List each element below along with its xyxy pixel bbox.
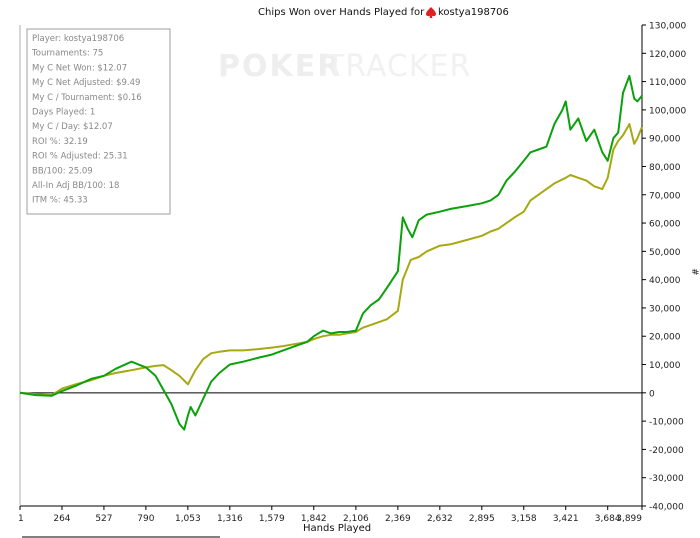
stats-box: [26, 28, 171, 215]
x-axis-ticks: 1 264 527 790 1,053 1,316 1,579 1,842 2,106 2,369…: [18, 506, 643, 524]
stat-line: My C Net Adjusted: $9.49: [32, 78, 140, 88]
pokertracker-watermark: POKER TRACKER: [218, 49, 471, 84]
y-tick-label: -30,000: [649, 474, 684, 484]
y-tick-label: 120,000: [649, 50, 686, 60]
x-tick-label: 3,684: [595, 514, 621, 524]
y-tick-label: 20,000: [649, 333, 681, 343]
stat-line: ROI %: 32.19: [32, 137, 88, 147]
y-tick-label: 40,000: [649, 276, 681, 286]
x-tick-label: 2,369: [385, 514, 411, 524]
player-name: kostya198706: [438, 7, 509, 18]
y-tick-label: 130,000: [649, 22, 686, 32]
x-tick-label: 790: [137, 514, 154, 524]
svg-text:POKER: POKER: [218, 49, 342, 84]
stat-line: Player: kostya198706: [32, 34, 124, 44]
y-tick-label: -40,000: [649, 503, 684, 513]
stat-line: Tournaments: 75: [31, 49, 103, 59]
stats-list: Player: kostya198706 Tournaments: 75 My C …: [31, 34, 142, 206]
x-tick-label: 1,053: [175, 514, 201, 524]
x-tick-label: 527: [95, 514, 112, 524]
x-tick-label: 2,895: [469, 514, 495, 524]
x-tick-label: 2,106: [343, 514, 369, 524]
y-tick-label: 50,000: [649, 248, 681, 258]
x-tick-label: 1,579: [259, 514, 285, 524]
x-tick-label: 1,842: [301, 514, 327, 524]
y-tick-label: 80,000: [649, 163, 681, 173]
series-layer: [19, 74, 643, 431]
chart-title: Chips Won over Hands Played for: [258, 7, 425, 18]
x-tick-label: 3,158: [511, 514, 537, 524]
y-axis-ticks: -40,000 -30,000 -20,000 -10,000 0 10,000 20,00…: [642, 22, 686, 513]
y-tick-label: -20,000: [649, 446, 684, 456]
y-tick-label: 90,000: [649, 135, 681, 145]
y-tick-label: 110,000: [649, 78, 686, 88]
x-tick-label: 264: [53, 514, 70, 524]
y-axis-label: #: [689, 268, 699, 276]
x-tick-label: 3,421: [553, 514, 579, 524]
stat-line: ITM %: 45.33: [32, 196, 88, 206]
stat-line: All-In Adj BB/100: 18: [32, 181, 119, 191]
x-tick-label: 2,632: [427, 514, 453, 524]
x-tick-label: 1,316: [217, 514, 243, 524]
x-tick-label: 1: [18, 514, 24, 524]
green-series-line: [19, 74, 643, 431]
y-tick-label: 10,000: [649, 361, 681, 371]
x-axis-label: Hands Played: [303, 523, 371, 534]
spade-icon: [426, 7, 436, 18]
stat-line: My C / Tournament: $0.16: [32, 93, 142, 103]
y-tick-label: 30,000: [649, 304, 681, 314]
stat-line: My C / Day: $12.07: [32, 122, 113, 132]
y-tick-label: -10,000: [649, 418, 684, 428]
x-tick-label: 3,899: [616, 514, 642, 524]
y-tick-label: 0: [649, 389, 655, 399]
y-tick-label: 100,000: [649, 106, 686, 116]
stat-line: BB/100: 25.09: [32, 166, 93, 176]
stat-line: My C Net Won: $12.07: [32, 63, 127, 73]
stat-line: Days Played: 1: [32, 108, 95, 118]
y-tick-label: 70,000: [649, 191, 681, 201]
stat-line: ROI % Adjusted: 25.31: [32, 152, 128, 162]
olive-series-line: [19, 123, 643, 397]
y-tick-label: 60,000: [649, 220, 681, 230]
svg-text:TRACKER: TRACKER: [325, 49, 471, 84]
